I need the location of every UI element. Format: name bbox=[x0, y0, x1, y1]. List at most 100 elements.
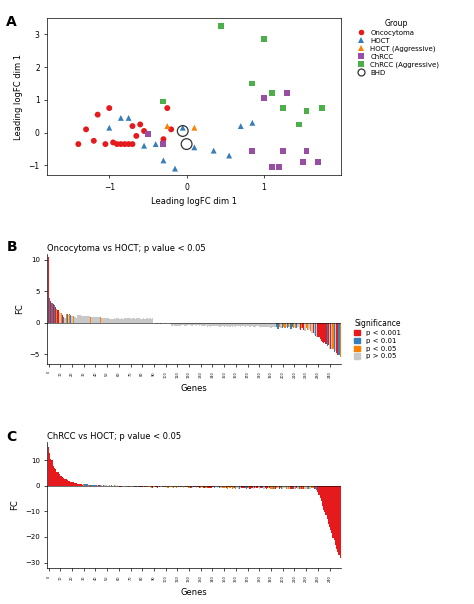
Bar bbox=[209, 323, 210, 326]
Bar bbox=[65, 313, 67, 323]
Bar bbox=[61, 476, 62, 486]
Bar bbox=[48, 448, 49, 486]
Bar bbox=[58, 312, 60, 323]
Bar bbox=[73, 482, 74, 486]
Bar bbox=[54, 468, 55, 486]
Bar bbox=[269, 323, 271, 327]
Bar bbox=[324, 323, 326, 342]
Bar bbox=[146, 486, 147, 487]
Bar bbox=[232, 323, 233, 327]
Bar bbox=[170, 323, 171, 324]
Bar bbox=[146, 318, 147, 323]
Bar bbox=[85, 316, 87, 323]
Bar bbox=[292, 486, 294, 489]
Bar bbox=[173, 486, 174, 488]
Bar bbox=[336, 323, 337, 353]
Bar bbox=[237, 486, 239, 489]
Bar bbox=[164, 486, 165, 487]
Point bbox=[160, 134, 167, 144]
Bar bbox=[310, 486, 311, 489]
Bar bbox=[142, 319, 143, 323]
Bar bbox=[269, 486, 271, 488]
Bar bbox=[75, 483, 76, 486]
Bar bbox=[143, 318, 144, 323]
Point bbox=[225, 150, 233, 160]
Bar bbox=[213, 323, 214, 326]
Bar bbox=[276, 486, 277, 488]
Bar bbox=[266, 323, 267, 327]
Bar bbox=[239, 323, 240, 326]
Bar bbox=[228, 486, 229, 487]
Bar bbox=[172, 323, 173, 326]
Bar bbox=[91, 317, 92, 323]
Bar bbox=[87, 484, 88, 486]
Bar bbox=[246, 486, 247, 489]
Bar bbox=[197, 323, 198, 326]
Bar bbox=[90, 316, 91, 323]
Bar bbox=[76, 483, 77, 486]
Bar bbox=[111, 319, 112, 323]
Bar bbox=[228, 323, 229, 327]
Bar bbox=[62, 315, 63, 323]
Bar bbox=[323, 323, 324, 344]
Bar bbox=[105, 318, 107, 323]
Bar bbox=[172, 486, 173, 488]
Point bbox=[260, 34, 268, 44]
Bar bbox=[152, 486, 154, 487]
Bar bbox=[186, 486, 187, 487]
Bar bbox=[336, 486, 337, 549]
Bar bbox=[322, 323, 323, 342]
Bar bbox=[260, 486, 261, 488]
Bar bbox=[127, 486, 128, 487]
Bar bbox=[280, 323, 281, 327]
Bar bbox=[77, 315, 78, 323]
Bar bbox=[185, 486, 186, 487]
Bar bbox=[324, 486, 326, 512]
Y-axis label: FC: FC bbox=[10, 500, 19, 510]
Bar bbox=[242, 323, 244, 326]
Bar bbox=[134, 486, 135, 487]
Bar bbox=[245, 486, 246, 489]
Bar bbox=[108, 318, 109, 323]
Bar bbox=[198, 486, 199, 487]
Point bbox=[128, 140, 136, 149]
Bar bbox=[217, 323, 218, 326]
Bar bbox=[206, 323, 207, 326]
Text: Oncocytoma vs HOCT; p value < 0.05: Oncocytoma vs HOCT; p value < 0.05 bbox=[47, 244, 206, 253]
Point bbox=[248, 79, 256, 88]
Bar bbox=[74, 483, 75, 486]
Point bbox=[303, 106, 310, 116]
Bar bbox=[262, 486, 264, 489]
Bar bbox=[220, 486, 221, 488]
Bar bbox=[328, 323, 329, 345]
Bar bbox=[200, 486, 201, 488]
Bar bbox=[257, 486, 259, 489]
Bar bbox=[87, 316, 88, 323]
Bar bbox=[201, 323, 202, 326]
Bar bbox=[234, 486, 235, 487]
Bar bbox=[225, 486, 226, 487]
Bar bbox=[274, 323, 275, 327]
Bar bbox=[222, 486, 224, 488]
Bar bbox=[125, 318, 127, 323]
Bar bbox=[241, 323, 242, 326]
Bar bbox=[195, 323, 197, 326]
Bar bbox=[68, 481, 69, 486]
Point bbox=[125, 140, 132, 149]
Bar bbox=[207, 323, 209, 327]
Bar bbox=[315, 486, 316, 489]
Bar bbox=[137, 318, 138, 323]
Bar bbox=[314, 486, 315, 489]
Bar bbox=[319, 323, 321, 339]
Bar bbox=[166, 486, 167, 487]
Bar bbox=[301, 323, 302, 328]
Text: A: A bbox=[6, 15, 17, 29]
Bar bbox=[54, 305, 55, 323]
Bar bbox=[53, 304, 54, 323]
Point bbox=[179, 126, 187, 136]
Bar bbox=[110, 318, 111, 323]
Bar bbox=[244, 486, 245, 487]
Bar bbox=[150, 486, 151, 487]
Bar bbox=[291, 486, 292, 489]
Bar bbox=[282, 486, 283, 489]
